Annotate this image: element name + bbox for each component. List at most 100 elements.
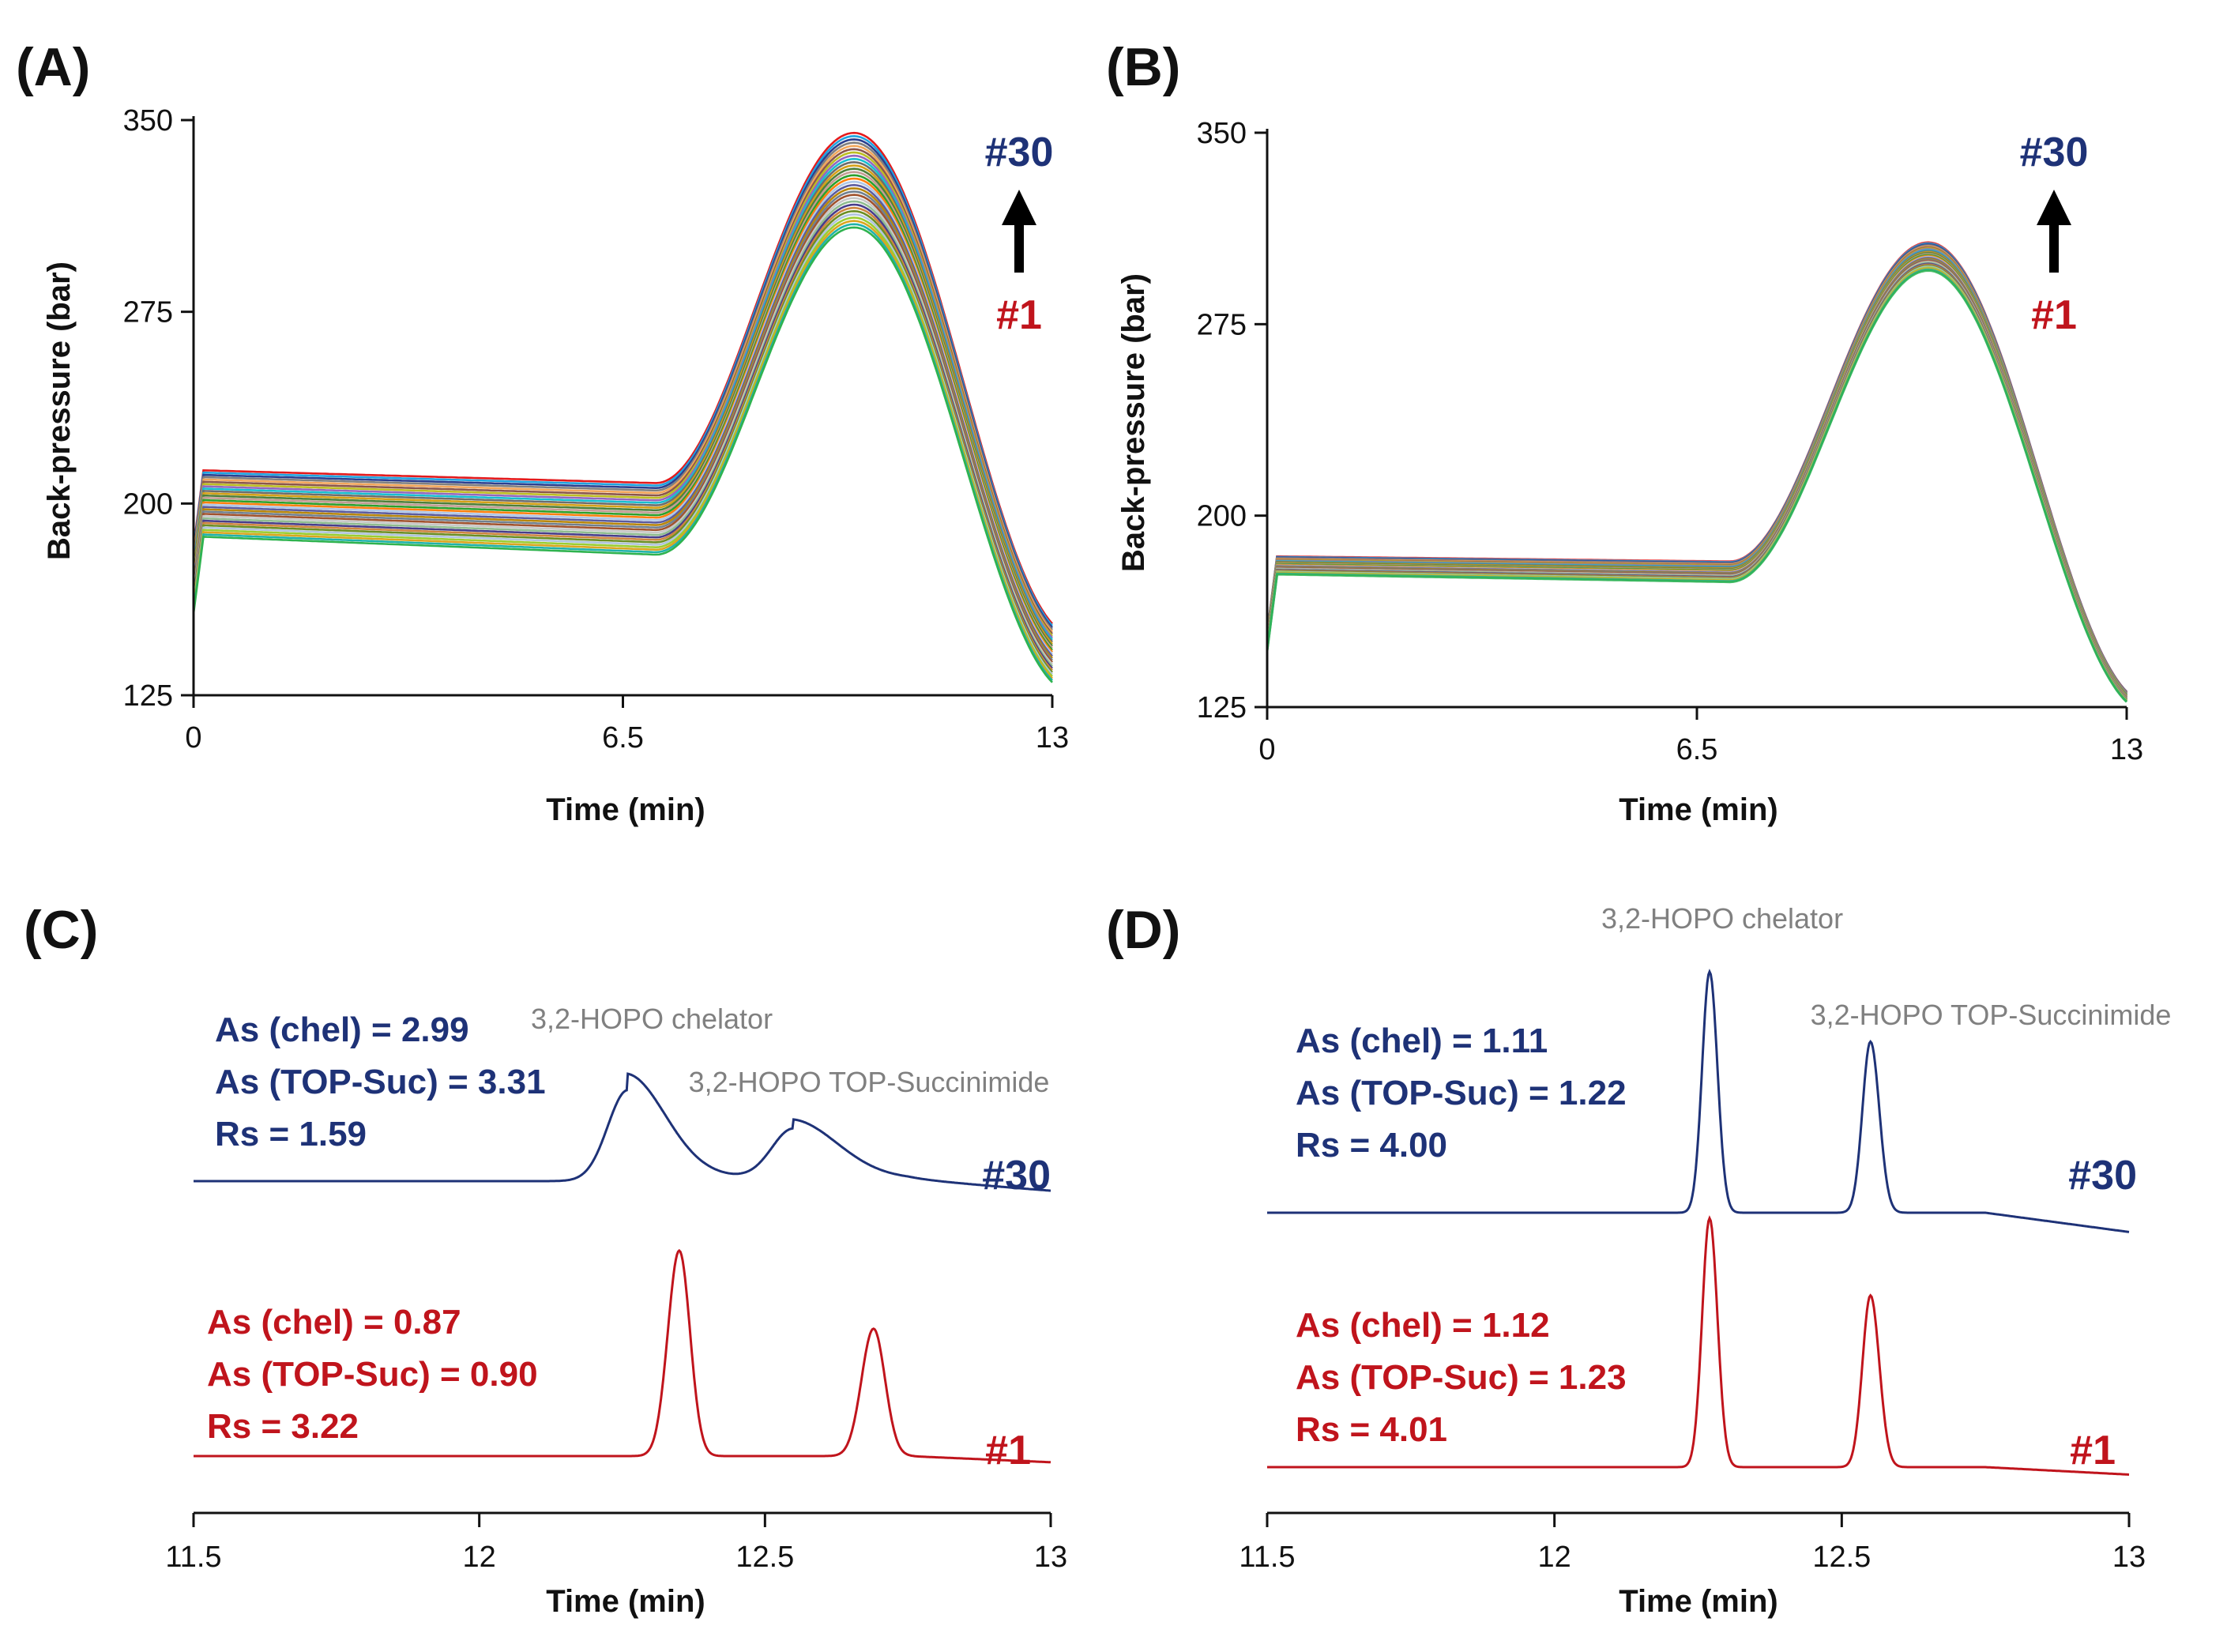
panel-b-xlabel: Time (min) [1619, 792, 1778, 827]
pressure-trace-11 [1266, 250, 2128, 697]
pressure-trace-8 [192, 154, 1053, 639]
x-tick-label: 12 [1538, 1541, 1571, 1574]
pressure-trace-27 [1266, 266, 2128, 702]
x-tick-label: 12 [463, 1541, 496, 1574]
y-tick-label: 200 [1197, 500, 1247, 533]
pressure-trace-29 [192, 223, 1053, 682]
pressure-trace-15 [192, 177, 1053, 653]
pressure-trace-11 [192, 164, 1053, 645]
y-tick-label: 125 [123, 679, 173, 713]
pressure-trace-4 [1266, 244, 2128, 694]
pressure-trace-21 [192, 197, 1053, 665]
x-tick-label: 0 [1258, 733, 1275, 766]
y-tick-label: 275 [123, 296, 173, 329]
pressure-trace-19 [192, 190, 1053, 661]
panel-b-run1-label: #1 [2031, 292, 2077, 338]
pressure-trace-17 [1266, 256, 2128, 698]
pressure-trace-1 [192, 131, 1053, 625]
panel-d-run1-asym-topsuc: As (TOP-Suc) = 1.23 [1296, 1358, 1627, 1397]
pressure-trace-16 [192, 180, 1053, 655]
pressure-trace-20 [1266, 259, 2128, 700]
panel-b-traces [1266, 241, 2128, 703]
x-tick-label: 0 [185, 721, 201, 755]
panel-c-axes: 11.5 12 12.5 13 [165, 1511, 1067, 1574]
panel-d-run30-resolution: Rs = 4.00 [1296, 1126, 1447, 1165]
pressure-trace-3 [192, 138, 1053, 629]
x-tick-label: 13 [2110, 733, 2143, 766]
panel-c-traces [194, 1072, 1051, 1464]
pressure-trace-18 [192, 187, 1053, 659]
panel-d-xlabel: Time (min) [1619, 1584, 1778, 1619]
pressure-trace-26 [1266, 265, 2128, 702]
y-tick-label: 350 [123, 104, 173, 137]
x-tick-label: 6.5 [1676, 733, 1718, 766]
pressure-trace-16 [1266, 255, 2128, 698]
x-tick-label: 12.5 [735, 1541, 794, 1574]
panel-a-xlabel: Time (min) [546, 792, 705, 827]
panel-label-b: (B) [1106, 37, 1180, 97]
pressure-trace-18 [1266, 258, 2128, 699]
panel-d-run1-asym-chel: As (chel) = 1.12 [1296, 1306, 1550, 1345]
pressure-trace-19 [1266, 258, 2128, 699]
x-tick-label: 12.5 [1812, 1541, 1871, 1574]
pressure-trace-12 [192, 167, 1053, 647]
panel-c-run1-asym-topsuc: As (TOP-Suc) = 0.90 [207, 1355, 538, 1394]
panel-c-chart: 11.5 12 12.5 13 Time (min) 3,2-HOPO chelato… [165, 1003, 1067, 1619]
pressure-trace-1 [1266, 241, 2128, 693]
pressure-trace-8 [1266, 247, 2128, 695]
pressure-trace-17 [192, 183, 1053, 657]
x-tick-label: 13 [2112, 1541, 2146, 1574]
panel-c-peak1-label: 3,2-HOPO chelator [531, 1003, 773, 1035]
pressure-trace-28 [192, 220, 1053, 679]
pressure-trace-24 [1266, 263, 2128, 701]
chromatogram-trace-run30 [194, 1072, 1051, 1192]
pressure-trace-13 [192, 171, 1053, 649]
y-tick-label: 275 [1197, 308, 1247, 341]
panel-c-peak2-label: 3,2-HOPO TOP-Succinimide [689, 1066, 1050, 1098]
pressure-trace-10 [1266, 250, 2128, 696]
panel-d-traces [1267, 969, 2130, 1476]
pressure-trace-30 [192, 226, 1053, 683]
pressure-trace-10 [192, 160, 1053, 643]
panel-b-ylabel: Back-pressure (bar) [1116, 273, 1151, 572]
panel-a-run1-label: #1 [996, 292, 1042, 338]
pressure-trace-29 [1266, 268, 2128, 703]
y-tick-label: 350 [1197, 117, 1247, 150]
panel-label-d: (D) [1106, 900, 1180, 960]
panel-c-run30-resolution: Rs = 1.59 [215, 1115, 367, 1153]
panel-a-run30-label: #30 [985, 130, 1054, 175]
panel-d-axes: 11.5 12 12.5 13 [1239, 1511, 2146, 1574]
panel-d-run30-asym-chel: As (chel) = 1.11 [1296, 1022, 1548, 1060]
panel-b-run30-label: #30 [2020, 130, 2089, 175]
panel-c-xlabel: Time (min) [546, 1584, 705, 1619]
pressure-trace-27 [192, 216, 1053, 677]
panel-b-axes: 125 200 275 350 0 6.5 13 [1197, 117, 2144, 766]
pressure-trace-23 [1266, 262, 2128, 701]
panel-a-axes: 125 200 275 350 0 6.5 13 [123, 104, 1070, 755]
pressure-trace-23 [192, 203, 1053, 669]
panel-b-arrow-head-icon [2037, 190, 2071, 225]
panel-d-run30-asym-topsuc: As (TOP-Suc) = 1.22 [1296, 1074, 1627, 1112]
pressure-trace-6 [192, 148, 1053, 635]
x-tick-label: 11.5 [1239, 1541, 1295, 1574]
pressure-trace-3 [1266, 243, 2128, 694]
panel-a-chart: 125 200 275 350 0 6.5 13 Time (min) Back-press… [42, 104, 1069, 827]
pressure-trace-14 [192, 174, 1053, 651]
panel-c-run1-asym-chel: As (chel) = 0.87 [207, 1303, 461, 1342]
pressure-trace-2 [192, 134, 1053, 627]
panel-a-ylabel: Back-pressure (bar) [42, 262, 77, 560]
chromatogram-trace-run30 [1267, 969, 2130, 1233]
pressure-trace-24 [192, 206, 1053, 672]
pressure-trace-25 [192, 209, 1053, 673]
pressure-trace-28 [1266, 267, 2128, 702]
panel-c-run30-asym-topsuc: As (TOP-Suc) = 3.31 [215, 1063, 546, 1101]
pressure-trace-6 [1266, 246, 2128, 694]
panel-c-run30-asym-chel: As (chel) = 2.99 [215, 1010, 469, 1049]
panel-b-chart: 125 200 275 350 0 6.5 13 Time (min) Back-press… [1116, 117, 2143, 827]
pressure-trace-7 [192, 151, 1053, 637]
pressure-trace-20 [192, 194, 1053, 664]
panel-d-chart: 11.5 12 12.5 13 Time (min) 3,2-HOPO chelato… [1239, 902, 2171, 1619]
pressure-trace-5 [192, 145, 1053, 633]
x-tick-label: 6.5 [602, 721, 644, 755]
y-tick-label: 125 [1197, 691, 1247, 724]
